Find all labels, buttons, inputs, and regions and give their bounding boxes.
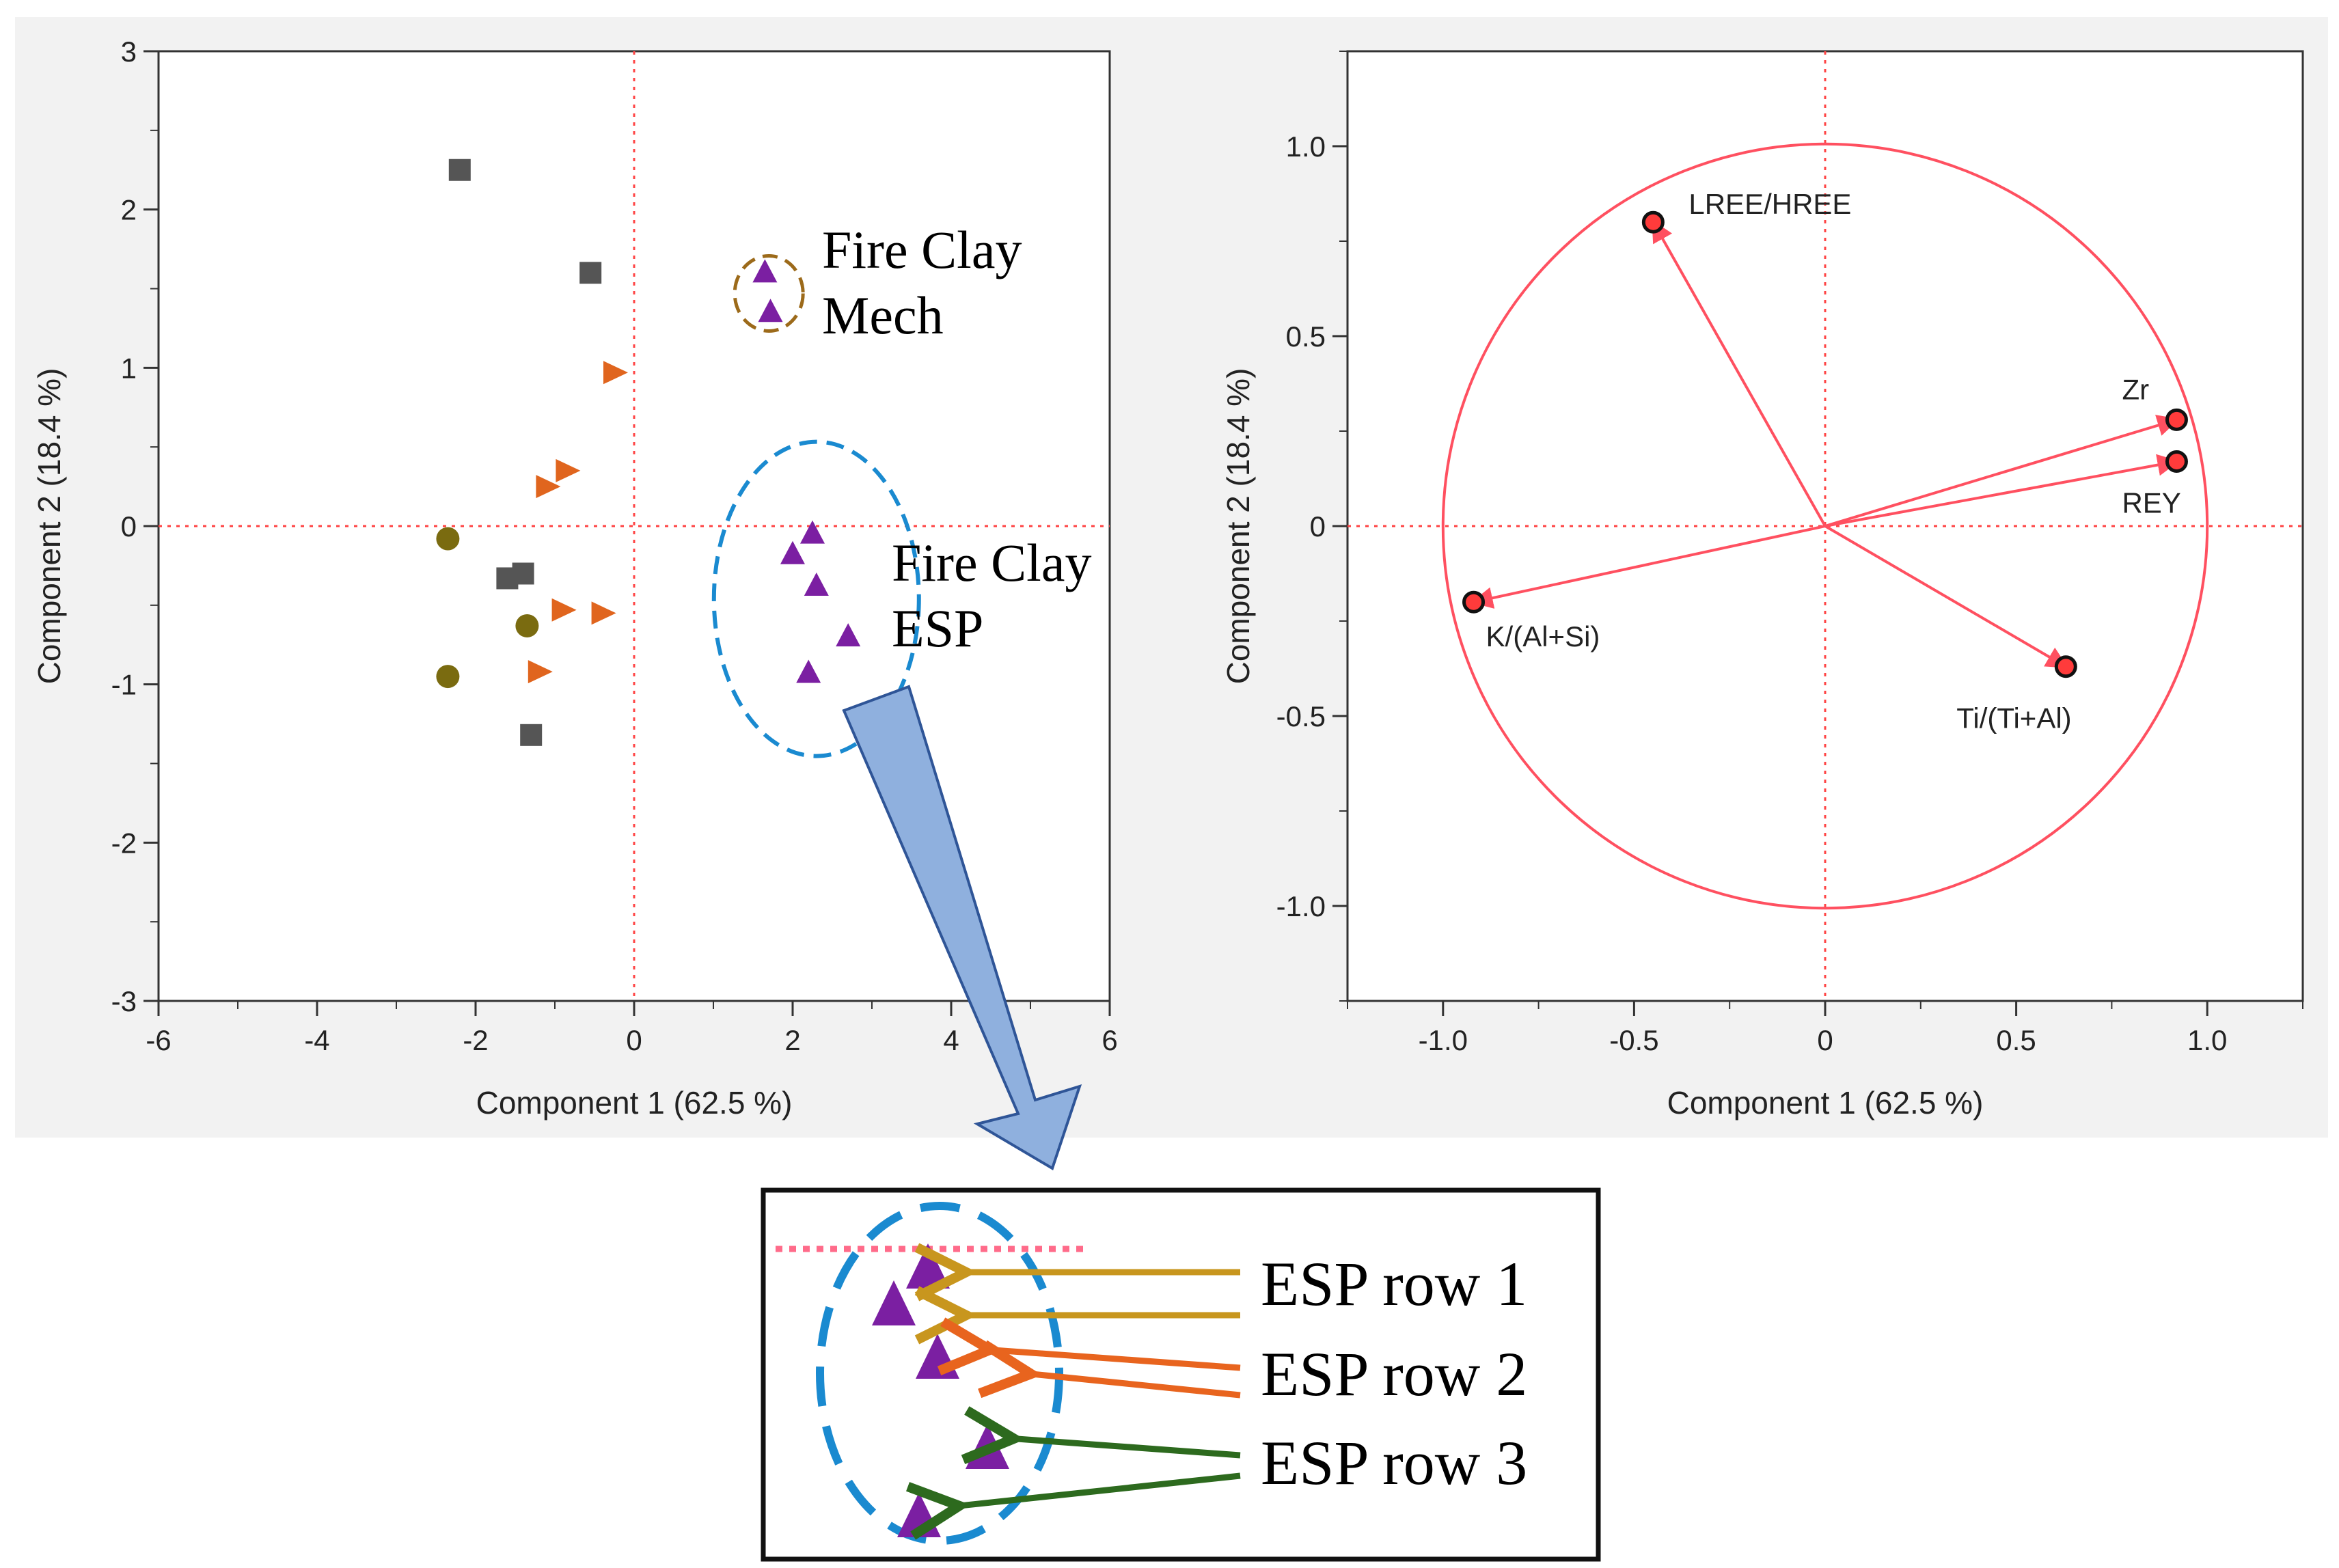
score-x-tick-label: -4	[304, 1024, 329, 1056]
zoom-inset: ESP row 1 ESP row 2 ESP row 3	[761, 1187, 1601, 1562]
mech-group-ellipse	[733, 253, 805, 333]
score-plot-y-axis-title: Component 2 (18.4 %)	[31, 368, 67, 685]
score-x-tick-label: 4	[943, 1024, 959, 1056]
esp-row-1-label: ESP row 1	[1261, 1249, 1527, 1319]
loading-vector-line	[1824, 415, 2180, 527]
loading-vector-label: K/(Al+Si)	[1486, 620, 1600, 652]
score-y-tick-label: 2	[121, 194, 137, 226]
score-y-tick-label: 3	[121, 36, 137, 68]
score-y-tick-label: 0	[121, 510, 137, 542]
annotation-fire-clay-mech-line-1: Fire Clay	[822, 220, 1022, 279]
loading-vector-line	[1824, 525, 2068, 668]
score-x-tick-label: 0	[626, 1024, 642, 1056]
olive-circle-point	[515, 614, 539, 637]
olive-circle-point	[436, 665, 460, 689]
orange-triangle-point	[591, 601, 616, 625]
score-x-tick-label: -2	[463, 1024, 488, 1056]
loading-vector-point	[2054, 655, 2077, 678]
loading-plot-ticks: -1.0 -0.5 0 0.5 1.0 1.0 0.5 0 -0.5 -1.0	[1276, 51, 2303, 1056]
purple-triangle-point	[758, 299, 783, 322]
score-y-tick-label: -1	[111, 669, 137, 701]
row-3-arrow-a	[1008, 1438, 1241, 1455]
score-plot-ticks: -6 -4 -2 0 2 4 6 3 2 1 0 -1 -2 -3	[111, 36, 1118, 1056]
annotation-fire-clay-mech-line-2: Mech	[822, 286, 944, 345]
loading-vector-point	[1641, 210, 1665, 234]
gray-square-point	[520, 724, 543, 746]
score-y-tick-label: -3	[111, 985, 137, 1017]
orange-triangle-point	[528, 660, 553, 684]
score-x-tick-label: -6	[146, 1024, 171, 1056]
orange-triangle-point	[536, 475, 561, 499]
purple-triangle-point	[780, 540, 805, 564]
loading-y-tick-label: 0	[1310, 510, 1326, 542]
loading-vector-line	[1824, 454, 2180, 527]
annotation-fire-clay-esp-line-2: ESP	[892, 599, 983, 658]
purple-triangle-point	[800, 520, 825, 544]
loading-x-tick-label: 0.5	[1996, 1024, 2036, 1056]
loading-vector-label: REY	[2122, 486, 2180, 519]
purple-triangle-point	[836, 623, 861, 647]
loading-x-tick-label: -1.0	[1419, 1024, 1468, 1056]
loading-vector-label: Zr	[2122, 373, 2149, 405]
score-y-tick-label: -2	[111, 827, 137, 859]
orange-triangle-point	[556, 458, 581, 482]
orange-triangle-point	[603, 361, 628, 385]
purple-triangle-point	[752, 259, 778, 283]
esp-row-3-label: ESP row 3	[1261, 1428, 1527, 1498]
loading-vector-label: Ti/(Ti+Al)	[1956, 702, 2071, 734]
loading-vector-point	[2165, 408, 2188, 431]
loading-y-tick-label: -0.5	[1276, 700, 1326, 732]
row-3-arrow-b	[953, 1472, 1241, 1507]
score-x-tick-label: 2	[784, 1024, 800, 1056]
loading-y-tick-label: 1.0	[1286, 130, 1326, 163]
loading-vector-label: LREE/HREE	[1688, 188, 1851, 220]
zoom-inset-esp-ellipse	[816, 1202, 1063, 1545]
esp-group-ellipse	[711, 439, 921, 758]
inset-purple-triangle-point	[872, 1280, 916, 1325]
loading-y-tick-label: -1.0	[1276, 890, 1326, 922]
gray-square-point	[579, 262, 602, 284]
loading-vector-point	[2165, 450, 2188, 473]
loading-x-tick-label: 0	[1817, 1024, 1833, 1056]
purple-triangle-point	[804, 573, 829, 596]
zoom-inset-arrows	[953, 1272, 1241, 1507]
annotation-fire-clay-esp-line-1: Fire Clay	[892, 533, 1091, 592]
loading-vector-line	[1652, 219, 1827, 527]
gray-square-point	[512, 562, 534, 585]
loading-x-tick-label: 1.0	[2187, 1024, 2227, 1056]
loading-y-tick-label: 0.5	[1286, 320, 1326, 353]
score-plot-points	[436, 159, 861, 746]
zoom-callout-arrow	[842, 685, 1082, 1170]
score-plot-x-axis-title: Component 1 (62.5 %)	[476, 1085, 793, 1120]
loading-vectors: LREE/HREE Zr REY K/(Al+Si) Ti/(Ti+Al)	[1462, 188, 2188, 734]
loading-plot-x-axis-title: Component 1 (62.5 %)	[1667, 1085, 1984, 1120]
esp-row-2-label: ESP row 2	[1261, 1339, 1527, 1409]
loading-plot-y-axis-title: Component 2 (18.4 %)	[1220, 368, 1256, 685]
loading-vector-point	[1462, 590, 1486, 614]
unit-circle	[1441, 142, 2209, 910]
orange-triangle-point	[551, 598, 577, 622]
gray-square-point	[448, 159, 471, 181]
score-x-tick-label: 6	[1102, 1024, 1117, 1056]
loading-vector-line	[1471, 525, 1826, 609]
purple-triangle-point	[796, 659, 821, 683]
loading-x-tick-label: -0.5	[1609, 1024, 1658, 1056]
row-2-arrow-b	[1025, 1373, 1241, 1399]
loading-plot: -1.0 -0.5 0 0.5 1.0 1.0 0.5 0 -0.5 -1.0 LREE/HREE…	[1220, 50, 2304, 1120]
score-y-tick-label: 1	[121, 352, 137, 384]
olive-circle-point	[436, 527, 460, 551]
